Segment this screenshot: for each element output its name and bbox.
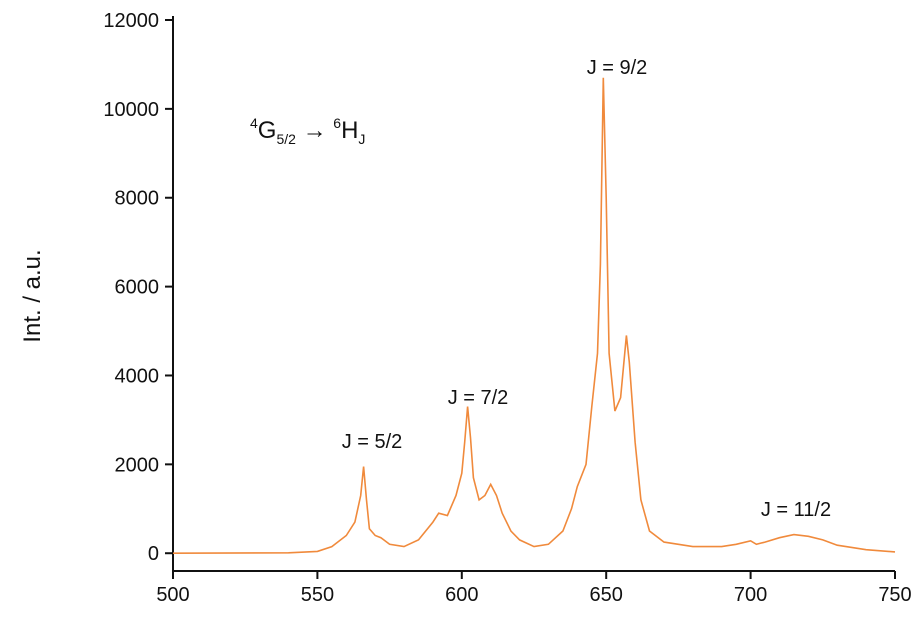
x-tick-label: 650 [590,584,623,606]
y-tick-label: 8000 [115,188,160,210]
y-tick-label: 10000 [103,99,159,121]
x-tick-label: 550 [301,584,334,606]
x-tick-label: 600 [445,584,478,606]
y-tick-label: 2000 [115,454,160,476]
x-tick-label: 500 [156,584,189,606]
x-tick-label: 750 [878,584,911,606]
y-tick-label: 0 [148,543,159,565]
y-axis-label: Int. / a.u. [19,249,46,342]
y-tick-label: 4000 [115,365,160,387]
peak-label: J = 11/2 [761,499,831,521]
transition-label: 4G5/2 → 6HJ [250,115,365,147]
y-tick-label: 12000 [103,10,159,32]
y-tick-label: 6000 [115,277,160,299]
x-tick-label: 700 [734,584,767,606]
peak-label: J = 7/2 [448,387,509,409]
peak-label: J = 5/2 [342,431,403,453]
spectrum-line [172,77,896,554]
peak-label: J = 9/2 [587,57,648,79]
